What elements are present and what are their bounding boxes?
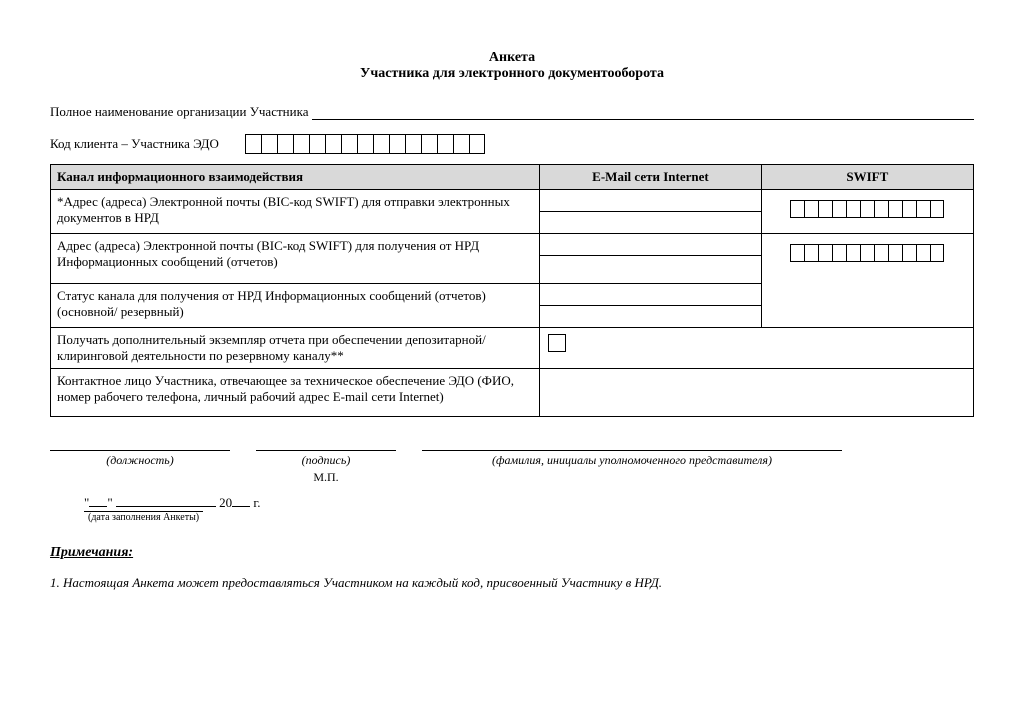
sig-position-label: (должность)	[106, 453, 174, 468]
note-1: 1. Настоящая Анкета может предоставлятьс…	[50, 575, 974, 591]
row-status-label: Статус канала для получения от НРД Инфор…	[51, 284, 540, 328]
date-caption-wrap: (дата заполнения Анкеты)	[84, 511, 974, 523]
date-row: " " 20 г.	[84, 495, 974, 511]
org-name-row: Полное наименование организации Участник…	[50, 104, 974, 120]
row-receive-email-2[interactable]	[540, 256, 762, 284]
date-year[interactable]	[232, 506, 250, 507]
th-swift: SWIFT	[761, 165, 973, 190]
doc-subtitle: Участника для электронного документообор…	[50, 66, 974, 82]
sig-fio-line[interactable]	[422, 435, 842, 451]
sig-position: (должность)	[50, 435, 230, 485]
sig-mp: М.П.	[313, 470, 338, 485]
row-status-email-2[interactable]	[540, 306, 762, 328]
extra-copy-checkbox[interactable]	[548, 334, 566, 352]
sig-sign: (подпись) М.П.	[256, 435, 396, 485]
row-extra-checkbox-cell	[540, 328, 974, 369]
client-code-cells[interactable]	[245, 134, 485, 154]
client-code-row: Код клиента – Участника ЭДО	[50, 134, 974, 154]
signature-area: (должность) (подпись) М.П. (фамилия, ини…	[50, 435, 974, 523]
row-send-label: *Адрес (адреса) Электронной почты (BIC-к…	[51, 190, 540, 234]
date-quote-close: "	[107, 495, 112, 510]
date-caption: (дата заполнения Анкеты)	[84, 511, 203, 523]
row-extra-label: Получать дополнительный экземпляр отчета…	[51, 328, 540, 369]
org-name-label: Полное наименование организации Участник…	[50, 104, 308, 120]
row-send-email-2[interactable]	[540, 212, 762, 234]
org-name-field[interactable]	[312, 106, 974, 120]
row-send-swift[interactable]	[761, 190, 973, 234]
date-day[interactable]	[89, 506, 107, 507]
sig-sign-label: (подпись)	[302, 453, 351, 468]
row-receive-swift[interactable]	[761, 234, 973, 328]
date-quote-open: "	[84, 495, 89, 510]
notes-heading: Примечания:	[50, 545, 974, 561]
row-send-email-1[interactable]	[540, 190, 762, 212]
date-month[interactable]	[116, 506, 216, 507]
channels-table: Канал информационного взаимодействия E-M…	[50, 164, 974, 417]
sig-position-line[interactable]	[50, 435, 230, 451]
doc-title: Анкета	[50, 50, 974, 66]
th-email: E-Mail сети Internet	[540, 165, 762, 190]
sig-sign-line[interactable]	[256, 435, 396, 451]
row-status-email-1[interactable]	[540, 284, 762, 306]
date-year-prefix: 20	[219, 495, 232, 510]
sig-fio: (фамилия, инициалы уполномоченного предс…	[422, 435, 842, 485]
date-year-suffix: г.	[253, 495, 260, 510]
row-receive-email-1[interactable]	[540, 234, 762, 256]
client-code-label: Код клиента – Участника ЭДО	[50, 136, 219, 152]
row-receive-label: Адрес (адреса) Электронной почты (BIC-ко…	[51, 234, 540, 284]
th-channel: Канал информационного взаимодействия	[51, 165, 540, 190]
sig-fio-label: (фамилия, инициалы уполномоченного предс…	[492, 453, 772, 468]
row-contact-value[interactable]	[540, 369, 974, 417]
row-contact-label: Контактное лицо Участника, отвечающее за…	[51, 369, 540, 417]
